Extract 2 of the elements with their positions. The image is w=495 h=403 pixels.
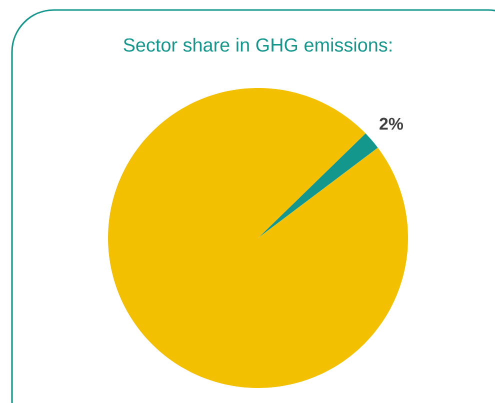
- data-label: 2%: [380, 118, 404, 130]
- chart-title: Sector share in GHG emissions:: [124, 38, 392, 52]
